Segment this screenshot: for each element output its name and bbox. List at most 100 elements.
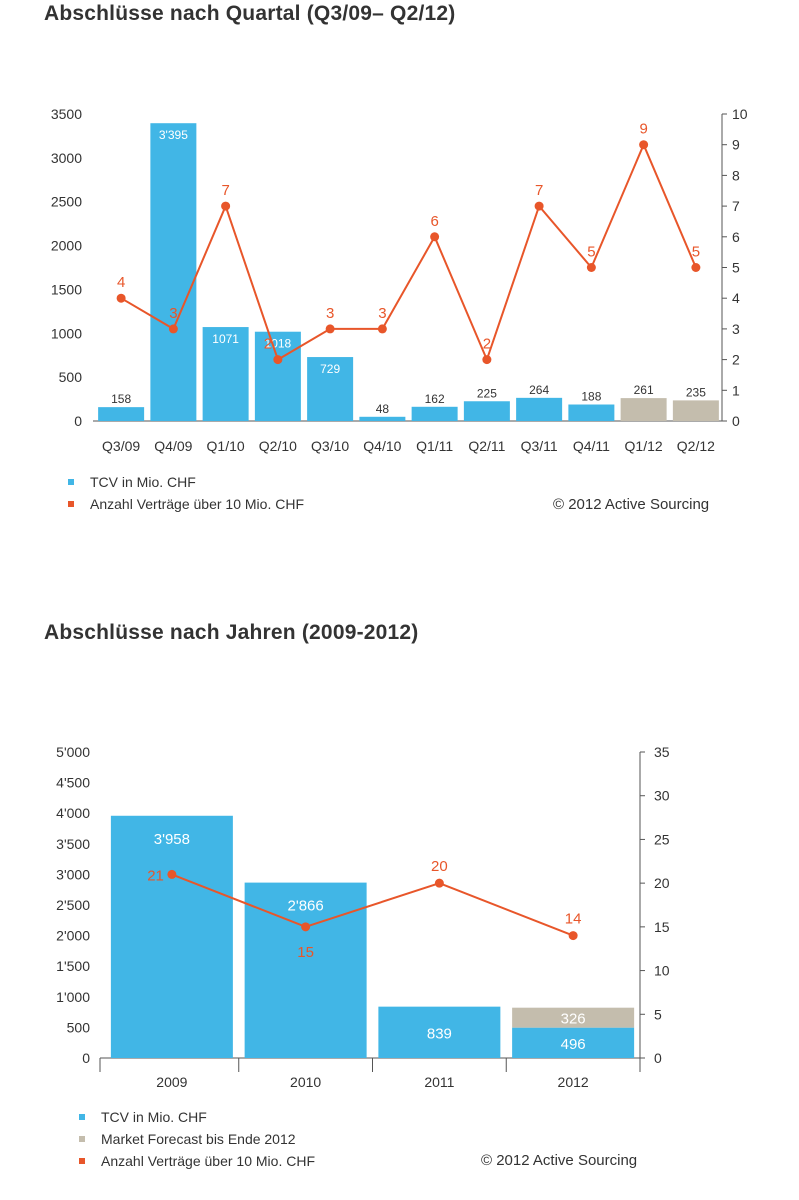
chart1-x-tick: Q2/11 [468,438,505,454]
chart2-y-right-tick: 30 [654,788,670,804]
chart1-line-point [586,263,596,272]
chart1-y-left-tick: 500 [59,369,83,385]
chart1-x-tick: Q1/12 [625,438,663,454]
chart1-svg: 0 500 1000 1500 2000 2500 3000 3500 0 1 2 3 4 5 6 7 8 9 10… [51,106,748,454]
chart1-y-right-tick: 1 [732,382,740,398]
chart2-y-right-tick: 15 [654,919,670,935]
chart1-copyright: © 2012 Active Sourcing [553,496,710,513]
chart2-forecast-label: 326 [561,1011,586,1028]
chart1-x-tick: Q1/11 [416,438,453,454]
chart2-y-left-tick: 2'500 [56,897,90,913]
chart1-bar [98,407,145,421]
chart1-y-left-tick: 3500 [51,106,82,122]
chart2-y-right-tick: 20 [654,875,670,891]
chart2-y-left-tick: 1'000 [56,989,90,1005]
chart2-copyright: © 2012 Active Sourcing [481,1152,638,1169]
chart1-bar-label: 1071 [212,332,239,346]
chart1-bar [202,327,249,421]
chart1-bar-label: 235 [686,385,706,399]
chart1-bar [254,331,301,421]
chart1-legend-label: Anzahl Verträge über 10 Mio. CHF [90,496,304,512]
chart1-x-tick: Q3/10 [311,438,349,454]
chart1-point-label: 5 [692,244,700,261]
chart1-line-point [116,293,126,303]
chart1-bar [359,416,406,421]
chart2-bar-label: 839 [427,1025,452,1042]
chart1-point-label: 3 [326,305,334,322]
chart1-x-tick: Q3/11 [521,438,558,454]
chart1-bar [516,397,563,421]
chart1-y-left-tick: 2000 [51,238,82,254]
chart1-y-left-tick: 2500 [51,194,82,210]
chart1-bar [620,398,667,421]
chart1-y-right-tick: 7 [732,198,740,214]
chart1-bar-label: 225 [477,386,497,400]
chart1-x-tick: Q1/10 [207,438,245,454]
chart2-bar-label: 496 [561,1036,586,1053]
chart1-bar [672,400,719,421]
chart1-y-right-tick: 5 [732,260,740,276]
chart2-legend-item: Anzahl Verträge über 10 Mio. CHF [79,1150,315,1172]
chart1-point-label: 7 [221,182,229,199]
chart1-line-point [168,324,178,334]
chart1-title: Abschlüsse nach Quartal (Q3/09– Q2/12) [44,2,456,25]
chart2-legend-label: TCV in Mio. CHF [101,1109,207,1125]
chart1-point-label: 4 [117,274,125,291]
chart2-point-label: 21 [147,867,164,884]
chart1-point-label: 9 [639,121,647,138]
chart1-line-point [273,355,283,365]
chart1-line-point [534,201,544,211]
chart1-y-left-tick: 1000 [51,325,82,341]
chart1-y-right-tick: 0 [732,413,740,429]
chart1-point-label: 7 [535,182,543,199]
chart2-y-right-tick: 10 [654,963,670,979]
chart2-line-point [434,878,444,888]
chart2-bar [110,815,233,1058]
chart2-point-label: 20 [431,858,448,875]
chart1-y-left-tick: 1500 [51,281,82,297]
chart2-y-right-tick: 0 [654,1050,662,1066]
chart1-x-tick: Q2/12 [677,438,715,454]
chart1-legend-swatch [68,479,74,485]
chart2-y-right-tick: 35 [654,744,670,760]
chart1-y-right-tick: 6 [732,229,740,245]
chart2-y-left-tick: 0 [82,1050,90,1066]
chart2-y-left-tick: 2'000 [56,928,90,944]
chart1-line-point [639,140,649,150]
chart2-y-left-tick: 1'500 [56,958,90,974]
chart1-y-right-tick: 10 [732,106,748,122]
chart2-title: Abschlüsse nach Jahren (2009-2012) [44,621,419,644]
chart2-legend-swatch [79,1114,85,1120]
chart2-legend-label: Anzahl Verträge über 10 Mio. CHF [101,1153,315,1169]
chart1-point-label: 6 [430,213,438,230]
chart1-y-left-tick: 0 [74,413,82,429]
chart2-bar [378,1006,501,1058]
chart1-bar-label: 729 [320,362,340,376]
chart1-y-right-tick: 8 [732,167,740,183]
chart2-line-point [568,931,578,941]
chart2-legend: TCV in Mio. CHF Market Forecast bis Ende … [79,1106,315,1172]
chart1-y-right-tick: 2 [732,352,740,368]
chart1-bar [463,401,510,421]
chart1-bar-label: 261 [634,383,654,397]
chart1-x-tick: Q4/10 [363,438,401,454]
chart1-legend-item: Anzahl Verträge über 10 Mio. CHF [68,493,304,515]
chart2-y-left-tick: 500 [67,1019,91,1035]
chart1-line-point [691,263,701,272]
chart2-legend-swatch [79,1136,85,1142]
chart1-bar [411,406,458,421]
chart2-forecast-bar [512,1007,635,1028]
chart1-bar-label: 158 [111,392,131,406]
chart2-line [171,873,574,937]
chart1-y-left-tick: 3000 [51,150,82,166]
chart2-x-tick: 2012 [558,1074,589,1090]
chart1-line-point [430,232,440,242]
chart1-x-tick: Q3/09 [102,438,140,454]
chart1-line-point [325,324,335,334]
chart1-line-point [221,201,231,211]
chart2-legend-label: Market Forecast bis Ende 2012 [101,1131,296,1147]
chart2-line-point [301,922,311,932]
chart2-y-left-tick: 3'000 [56,866,90,882]
chart1-x-tick: Q4/09 [154,438,192,454]
